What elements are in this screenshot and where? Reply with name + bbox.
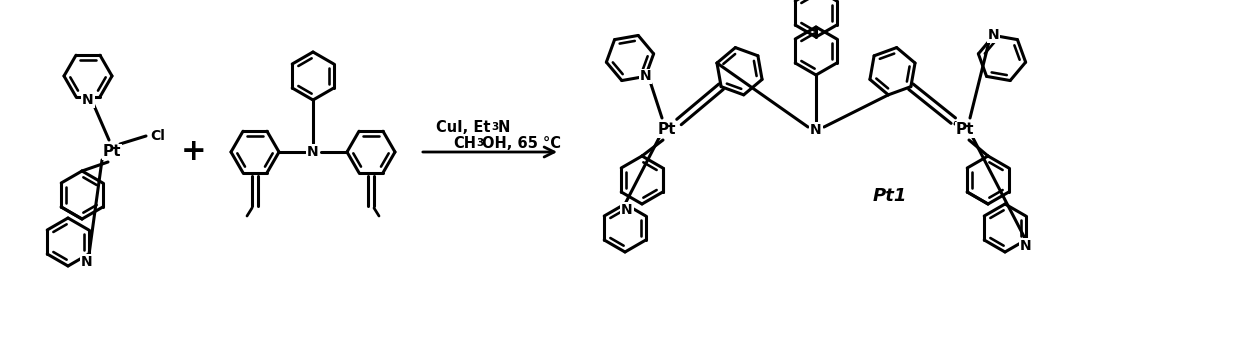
Text: N: N: [988, 29, 999, 42]
Text: N: N: [308, 145, 319, 159]
Text: Cl: Cl: [150, 129, 165, 143]
Text: N: N: [1021, 239, 1032, 253]
Text: 3: 3: [476, 138, 484, 148]
Text: Pt: Pt: [103, 144, 122, 159]
Text: Pt: Pt: [657, 122, 676, 137]
Text: N: N: [621, 203, 632, 217]
Text: N: N: [640, 69, 651, 84]
Text: N: N: [81, 255, 93, 269]
Text: N: N: [810, 123, 822, 137]
Text: Pt1: Pt1: [873, 187, 908, 205]
Text: +: +: [181, 137, 207, 166]
Text: CH: CH: [453, 136, 476, 151]
Text: 3: 3: [491, 122, 498, 132]
Text: Pt: Pt: [956, 122, 975, 137]
Text: N: N: [82, 93, 94, 107]
Text: N: N: [498, 120, 511, 135]
Text: CuI, Et: CuI, Et: [435, 120, 490, 135]
Text: OH, 65 °C: OH, 65 °C: [482, 136, 560, 151]
